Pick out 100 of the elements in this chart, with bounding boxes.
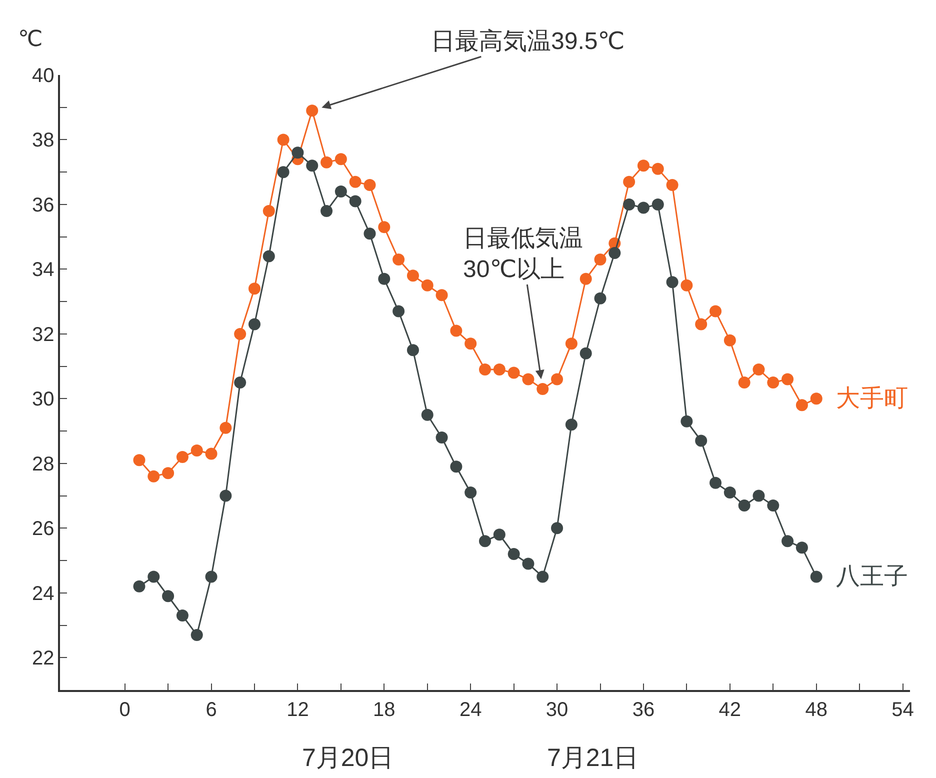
point <box>810 392 822 405</box>
point <box>710 305 722 318</box>
point <box>220 422 232 434</box>
point <box>680 415 693 428</box>
x-tick-label: 24 <box>459 698 482 721</box>
point <box>148 470 160 482</box>
series-label: 八王子 <box>836 563 908 590</box>
x-tick-label: 30 <box>546 698 568 721</box>
point <box>666 179 678 192</box>
point <box>320 204 333 217</box>
point <box>349 195 362 208</box>
x-tick-label: 18 <box>373 698 396 721</box>
point <box>220 490 232 502</box>
x-tick-label: 36 <box>632 698 655 721</box>
point <box>782 373 794 386</box>
point <box>666 276 678 288</box>
point <box>436 432 448 444</box>
y-axis-title: ℃ <box>18 26 43 51</box>
point <box>695 318 708 330</box>
point <box>623 198 636 210</box>
y-tick-label: 38 <box>32 130 54 152</box>
point <box>133 454 146 466</box>
point <box>536 570 549 583</box>
point <box>637 202 650 214</box>
point <box>652 162 664 175</box>
text: 7月20日 <box>302 744 394 772</box>
point <box>378 221 390 234</box>
point <box>464 338 477 350</box>
point <box>464 486 477 499</box>
y-tick-label: 36 <box>32 194 54 216</box>
point <box>292 146 304 159</box>
point <box>565 338 578 350</box>
point <box>738 376 750 388</box>
point <box>493 528 506 541</box>
point <box>148 570 160 583</box>
point <box>248 318 260 330</box>
point <box>190 628 203 641</box>
point <box>234 376 246 388</box>
point <box>334 153 347 166</box>
y-tick-label: 24 <box>32 582 54 605</box>
annotation: 日最低気温 30℃以上 <box>463 225 583 284</box>
point <box>810 570 822 583</box>
point <box>392 305 405 318</box>
y-tick-label: 26 <box>32 518 54 540</box>
point <box>594 292 606 304</box>
x-tick-label: 54 <box>892 698 914 721</box>
point <box>767 376 780 388</box>
point <box>522 558 534 570</box>
y-tick-label: 28 <box>32 453 54 476</box>
point <box>680 279 693 292</box>
point <box>580 347 592 360</box>
point <box>695 434 708 447</box>
point <box>551 373 564 386</box>
point <box>176 450 188 463</box>
y-tick-label: 40 <box>32 65 54 87</box>
y-tick-label: 34 <box>32 259 54 282</box>
point <box>724 334 736 346</box>
y-tick-label: 32 <box>32 324 54 346</box>
point <box>392 254 405 266</box>
point <box>536 382 549 395</box>
point <box>565 418 578 431</box>
point <box>320 156 333 168</box>
point <box>234 328 246 340</box>
point <box>176 610 188 622</box>
point <box>205 448 218 460</box>
y-tick-label: 30 <box>32 388 54 411</box>
point <box>450 460 462 473</box>
point <box>752 364 765 376</box>
x-tick-label: 48 <box>805 698 828 721</box>
point <box>364 228 376 240</box>
point <box>421 279 434 292</box>
point <box>378 272 390 285</box>
point <box>752 490 765 502</box>
point <box>205 570 218 583</box>
point <box>580 272 592 285</box>
point <box>262 204 275 217</box>
point <box>782 535 794 548</box>
text: 7月21日 <box>547 744 639 772</box>
point <box>738 500 750 512</box>
point <box>162 467 174 480</box>
point <box>710 476 722 489</box>
point <box>479 535 491 548</box>
point <box>349 176 362 188</box>
point <box>522 373 534 386</box>
point <box>608 247 621 260</box>
series-label: 大手町 <box>836 385 908 412</box>
point <box>479 364 491 376</box>
x-tick-label: 42 <box>718 698 742 721</box>
point <box>364 179 376 192</box>
x-tick-label: 6 <box>206 698 217 721</box>
point <box>508 548 520 560</box>
point <box>796 542 808 554</box>
point <box>421 408 434 421</box>
point <box>493 364 506 376</box>
annotation: 日最高気温39.5℃ <box>431 28 625 55</box>
point <box>767 500 780 512</box>
point <box>190 444 203 456</box>
point <box>277 134 290 146</box>
point <box>623 176 636 188</box>
point <box>406 270 419 282</box>
